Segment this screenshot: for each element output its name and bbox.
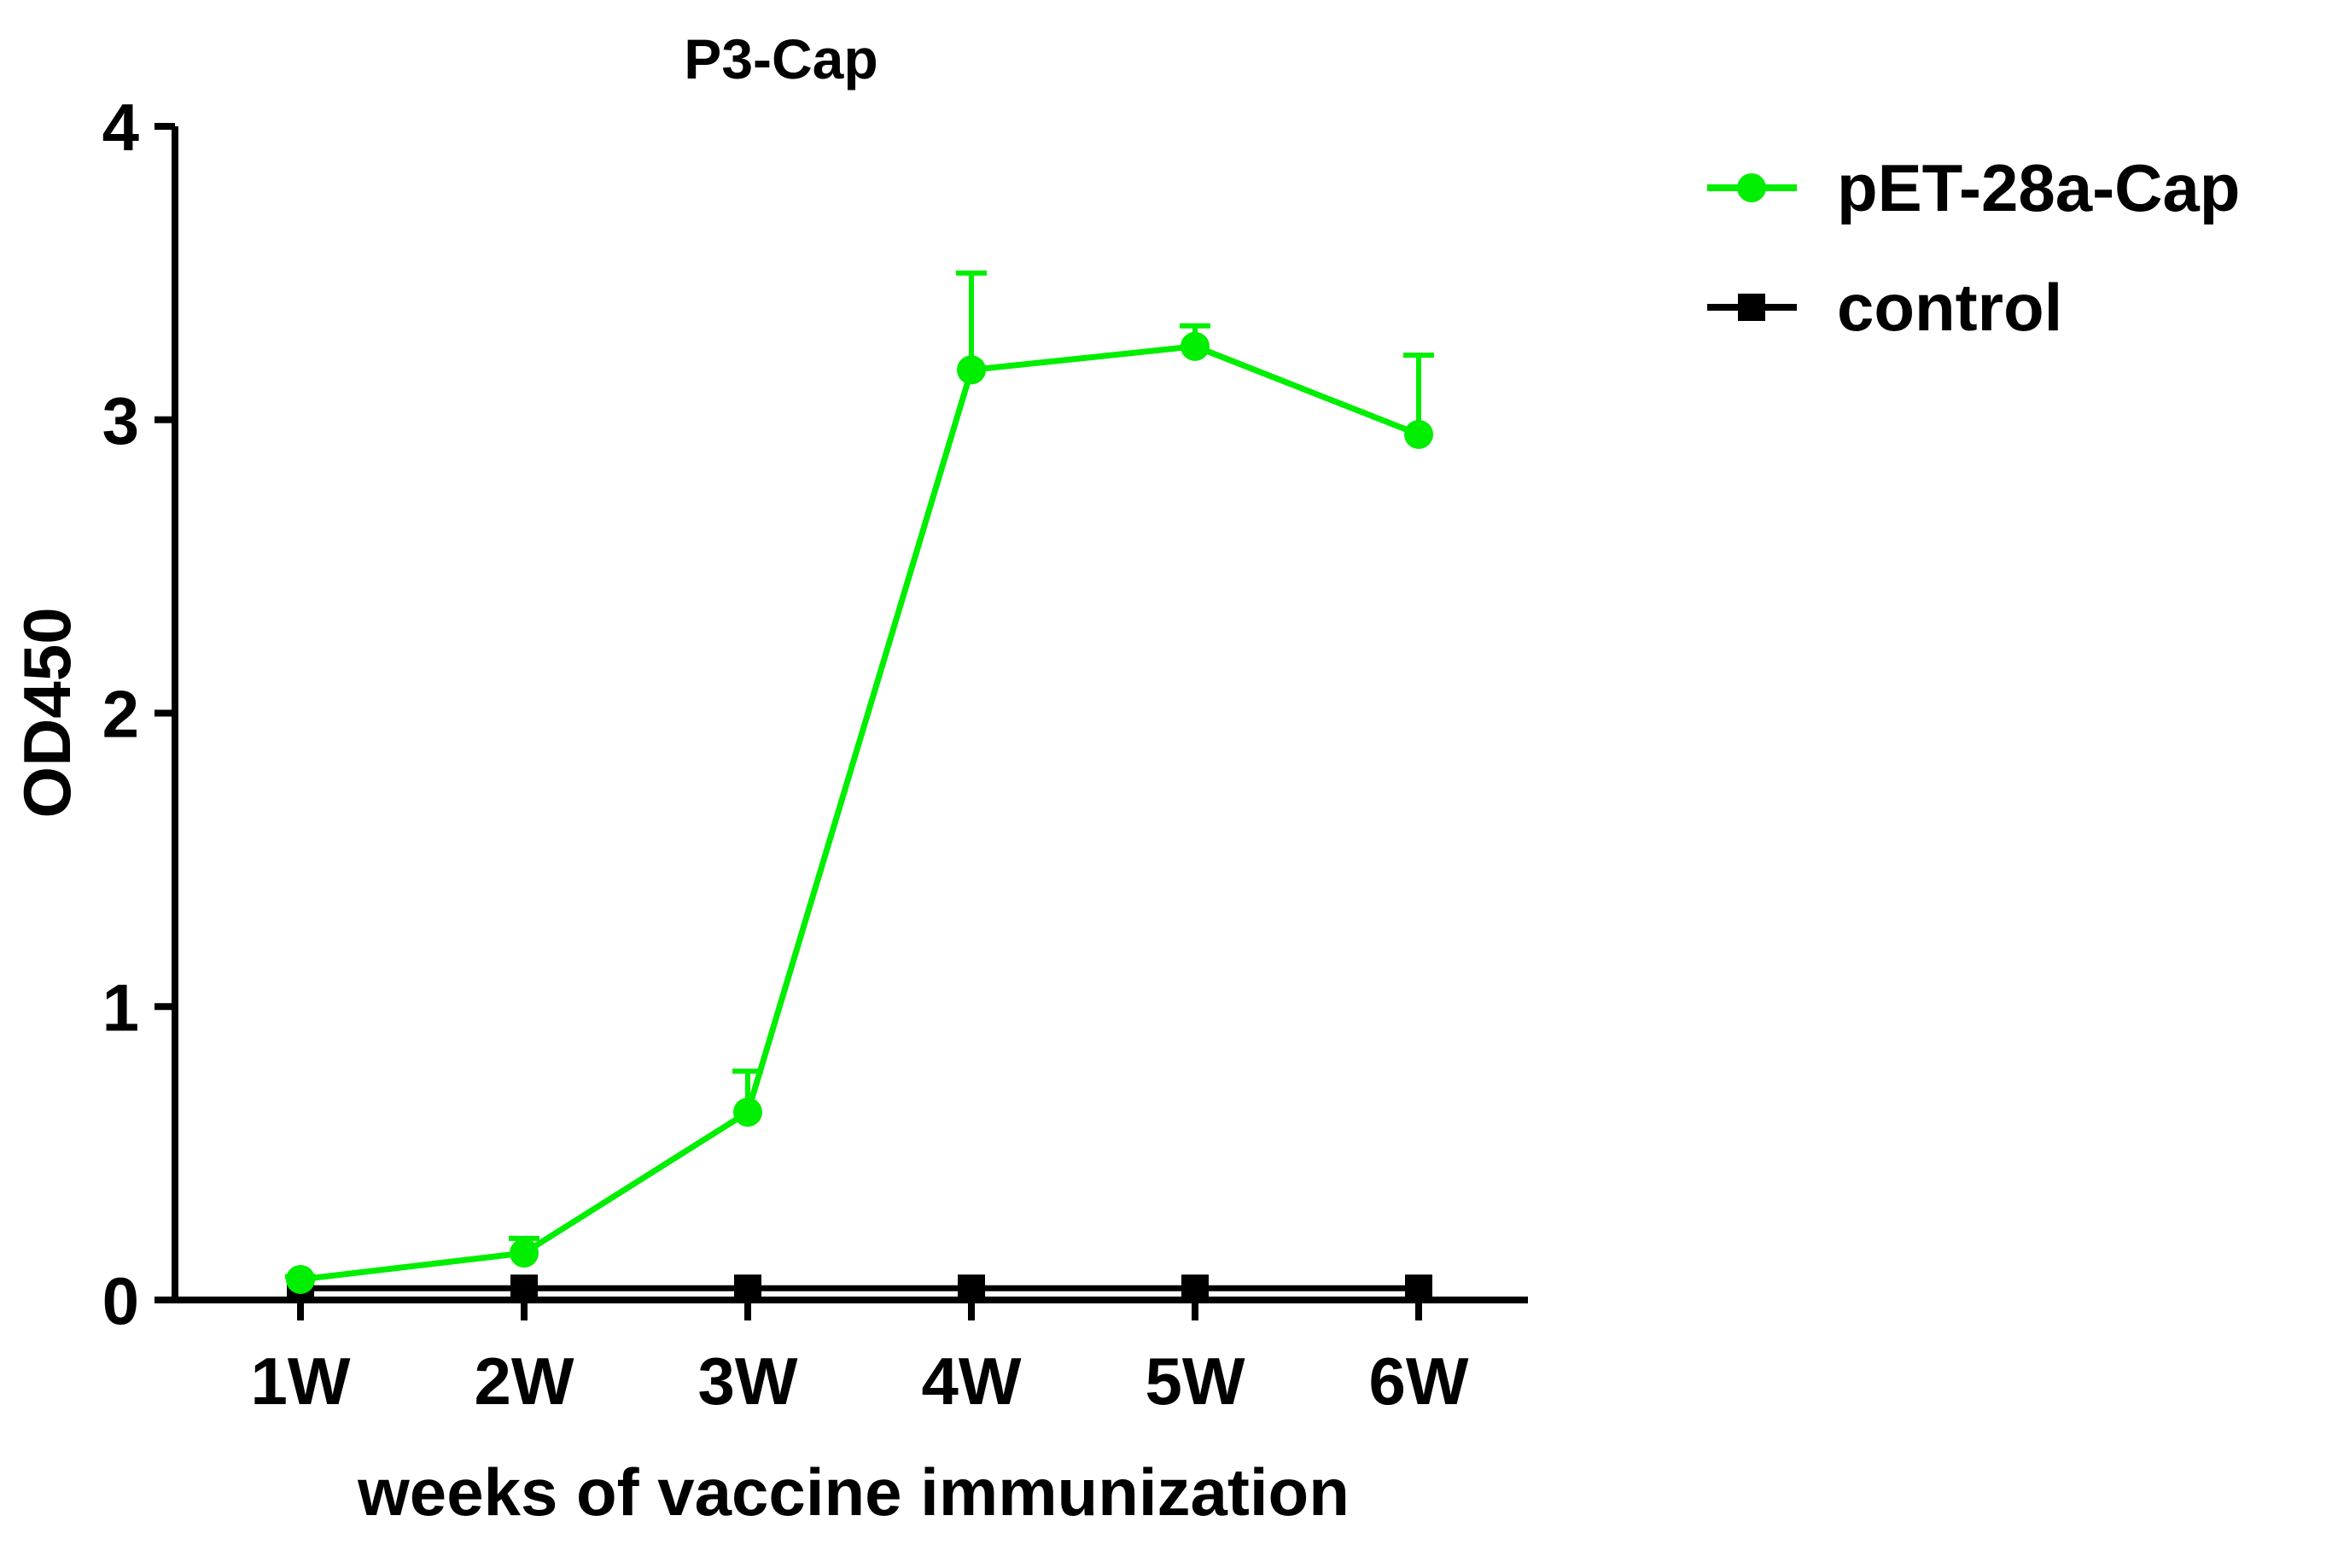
series-pet-28a-cap <box>285 270 1434 1294</box>
data-point-control <box>1405 1274 1432 1303</box>
data-point-control <box>1181 1274 1209 1303</box>
y-axis-label: OD450 <box>9 607 85 818</box>
data-point-pet-28a-cap <box>286 1264 315 1294</box>
data-point-pet-28a-cap <box>733 1098 762 1127</box>
x-tick-label: 2W <box>475 1344 574 1419</box>
chart-title: P3-Cap <box>684 27 877 90</box>
data-point-pet-28a-cap <box>957 355 986 385</box>
axes <box>172 126 1528 1303</box>
plot-area <box>285 270 1434 1303</box>
data-point-control <box>734 1274 761 1303</box>
y-tick-label: 1 <box>102 970 139 1045</box>
x-tick-label: 1W <box>251 1344 351 1419</box>
data-point-control <box>958 1274 985 1303</box>
y-tick-label: 4 <box>102 90 139 165</box>
x-tick-label: 6W <box>1369 1344 1469 1419</box>
data-point-pet-28a-cap <box>1404 419 1433 449</box>
x-axis-label: weeks of vaccine immunization <box>357 1454 1350 1530</box>
x-tick-label: 5W <box>1146 1344 1245 1419</box>
y-tick-label: 0 <box>102 1263 139 1338</box>
legend-item-pet-28a-cap: pET-28a-Cap <box>1707 150 2240 225</box>
data-point-pet-28a-cap <box>1181 331 1210 361</box>
y-axis-ticks: 0 1 2 3 4 <box>102 90 175 1338</box>
data-point-pet-28a-cap <box>510 1239 539 1268</box>
error-bar-pet-28a-cap <box>956 270 987 370</box>
legend-marker-control <box>1738 294 1765 321</box>
series-control <box>287 1274 1432 1303</box>
data-point-control <box>510 1274 538 1303</box>
y-tick-label: 3 <box>102 383 139 458</box>
legend-label-pet-28a-cap: pET-28a-Cap <box>1837 150 2240 225</box>
x-tick-label: 4W <box>922 1344 1022 1419</box>
series-line-pet-28a-cap <box>300 343 1420 1283</box>
x-axis-ticks: 1W 2W 3W 4W 5W 6W <box>251 1300 1469 1419</box>
legend-marker-pet-28a-cap <box>1737 173 1766 202</box>
legend-label-control: control <box>1837 270 2062 345</box>
y-tick-label: 2 <box>102 677 139 752</box>
x-tick-label: 3W <box>698 1344 798 1419</box>
legend: pET-28a-Cap control <box>1707 150 2240 345</box>
legend-item-control: control <box>1707 270 2062 345</box>
